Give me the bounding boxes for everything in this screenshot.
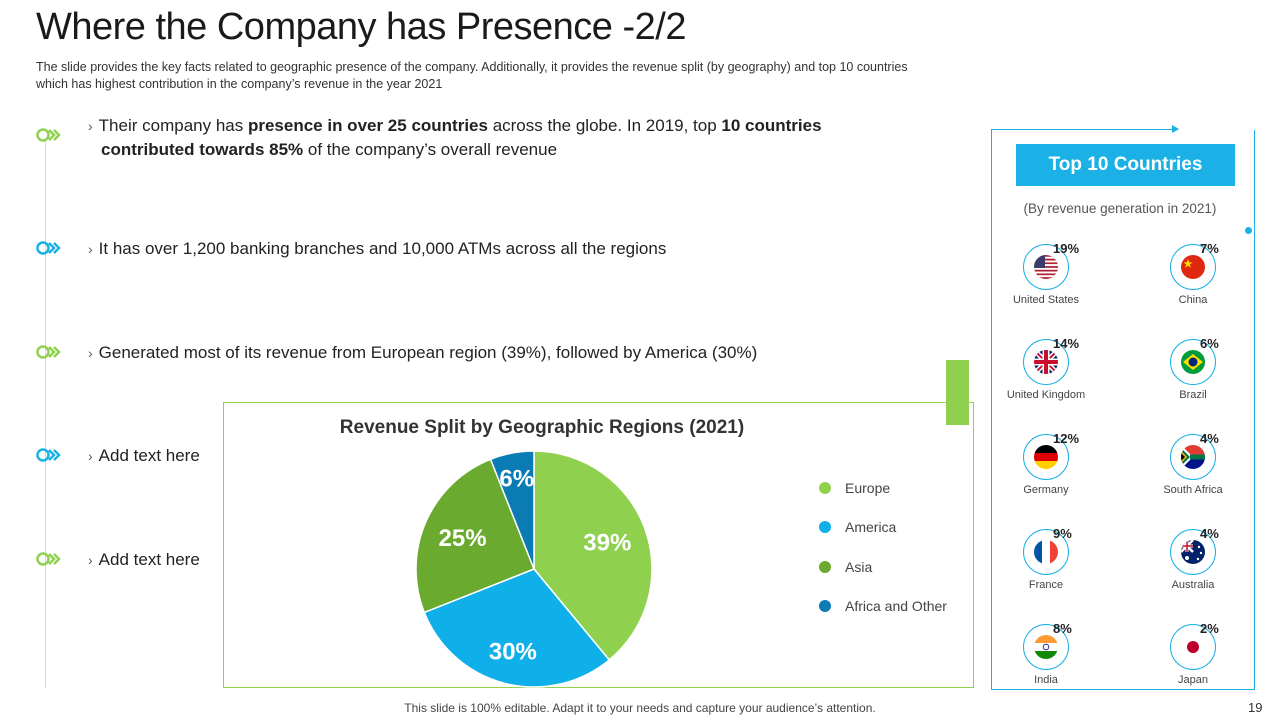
germany-flag-icon: [1034, 445, 1058, 469]
country-percent: 12%: [1053, 431, 1080, 446]
legend-label: Europe: [845, 480, 891, 496]
legend-item: Europe: [819, 480, 890, 496]
flag-ring: [1170, 339, 1216, 385]
bullet-text-2: › It has over 1,200 banking branches and …: [88, 239, 667, 258]
flag-ring: [1170, 624, 1216, 670]
brazil-flag-icon: [1181, 350, 1205, 374]
china-flag-icon: [1181, 255, 1205, 279]
country-item: 14% United Kingdom: [991, 336, 1101, 419]
double-chevron-blue-icon: [36, 241, 61, 255]
country-item: 9% France: [991, 526, 1101, 609]
country-item: 6% Brazil: [1138, 336, 1248, 419]
bullet-text-4: › Add text here: [88, 446, 200, 465]
country-name: France: [1028, 579, 1064, 591]
country-name: Brazil: [1179, 389, 1207, 401]
pie-chart: 39% 30% 25% 6%: [415, 450, 653, 688]
country-name: Japan: [1178, 674, 1208, 686]
country-percent: 7%: [1200, 241, 1219, 256]
country-name: Germany: [1023, 484, 1069, 496]
uk-flag-icon: [1034, 350, 1058, 374]
arrow-right-icon: [1172, 125, 1179, 133]
timeline-line: [45, 140, 46, 688]
country-name: United States: [1012, 294, 1080, 306]
flag-ring: [1023, 624, 1069, 670]
country-name: China: [1178, 294, 1208, 306]
bullet-text-3: › Generated most of its revenue from Euro…: [88, 343, 758, 362]
flag-ring: [1170, 529, 1216, 575]
pie-slice-america: [423, 568, 611, 688]
legend-swatch: [819, 600, 831, 612]
country-item: 2% Japan: [1138, 621, 1248, 704]
bullet-text-5: › Add text here: [88, 550, 200, 569]
country-name: United Kingdom: [1006, 389, 1086, 401]
legend-label: Asia: [845, 559, 873, 575]
revenue-chart-panel: Revenue Split by Geographic Regions (202…: [223, 402, 974, 688]
legend-item: America: [819, 519, 896, 535]
pie-slice-africa-and-other: [489, 450, 535, 570]
flag-ring: [1023, 529, 1069, 575]
flag-ring: [1023, 244, 1069, 290]
flag-ring: [1170, 244, 1216, 290]
country-name: Australia: [1171, 579, 1215, 591]
japan-flag-icon: [1181, 635, 1205, 659]
country-percent: 19%: [1053, 241, 1080, 256]
page-number: 19: [1248, 700, 1263, 715]
legend-swatch: [819, 482, 831, 494]
country-item: 19% United States: [991, 241, 1101, 324]
bullet-marker: ›: [88, 118, 93, 134]
country-percent: 4%: [1200, 431, 1219, 446]
france-flag-icon: [1034, 540, 1058, 564]
legend-swatch: [819, 521, 831, 533]
us-flag-icon: [1034, 255, 1058, 279]
panel-dot: [1245, 227, 1252, 234]
top-countries-subheading: (By revenue generation in 2021): [1023, 201, 1217, 216]
flag-ring: [1170, 434, 1216, 480]
double-chevron-green-icon: [36, 552, 61, 566]
pie-slice-asia: [415, 458, 535, 614]
country-percent: 2%: [1200, 621, 1219, 636]
slide-title: Where the Company has Presence -2/2: [36, 6, 686, 48]
australia-flag-icon: [1181, 540, 1205, 564]
pie-slice-europe: [533, 450, 653, 661]
legend-item: Asia: [819, 559, 872, 575]
accent-bar: [946, 360, 969, 425]
india-flag-icon: [1034, 635, 1058, 659]
country-name: India: [1034, 674, 1058, 686]
country-percent: 6%: [1200, 336, 1219, 351]
country-percent: 14%: [1053, 336, 1080, 351]
pie-data-label: 25%: [439, 525, 487, 552]
footer-note: This slide is 100% editable. Adapt it to…: [404, 701, 876, 715]
top-countries-heading: Top 10 Countries: [1016, 144, 1235, 186]
flag-ring: [1023, 339, 1069, 385]
panel-top-line: [991, 129, 1178, 130]
bullet-text-1: › Their company has presence in over 25 c…: [88, 116, 822, 159]
country-percent: 9%: [1053, 526, 1072, 541]
country-item: 8% India: [991, 621, 1101, 704]
double-chevron-green-icon: [36, 345, 61, 359]
legend-label: America: [845, 519, 897, 535]
country-item: 7% China: [1138, 241, 1248, 324]
country-item: 4% South Africa: [1138, 431, 1248, 514]
double-chevron-blue-icon: [36, 448, 61, 462]
country-item: 12% Germany: [991, 431, 1101, 514]
legend-swatch: [819, 561, 831, 573]
pie-data-label: 39%: [583, 530, 631, 557]
country-percent: 4%: [1200, 526, 1219, 541]
legend-item: Africa and Other: [819, 598, 947, 614]
country-item: 4% Australia: [1138, 526, 1248, 609]
country-name: South Africa: [1163, 484, 1223, 496]
pie-data-label: 30%: [489, 638, 537, 665]
chart-title: Revenue Split by Geographic Regions (202…: [339, 417, 745, 438]
legend-label: Africa and Other: [845, 598, 947, 614]
double-chevron-green-icon: [36, 128, 61, 142]
country-percent: 8%: [1053, 621, 1072, 636]
south-africa-flag-icon: [1181, 445, 1205, 469]
pie-data-label: 6%: [499, 466, 534, 493]
slide-subtitle: The slide provides the key facts related…: [36, 60, 908, 91]
flag-ring: [1023, 434, 1069, 480]
top-countries-panel: [991, 130, 1255, 690]
